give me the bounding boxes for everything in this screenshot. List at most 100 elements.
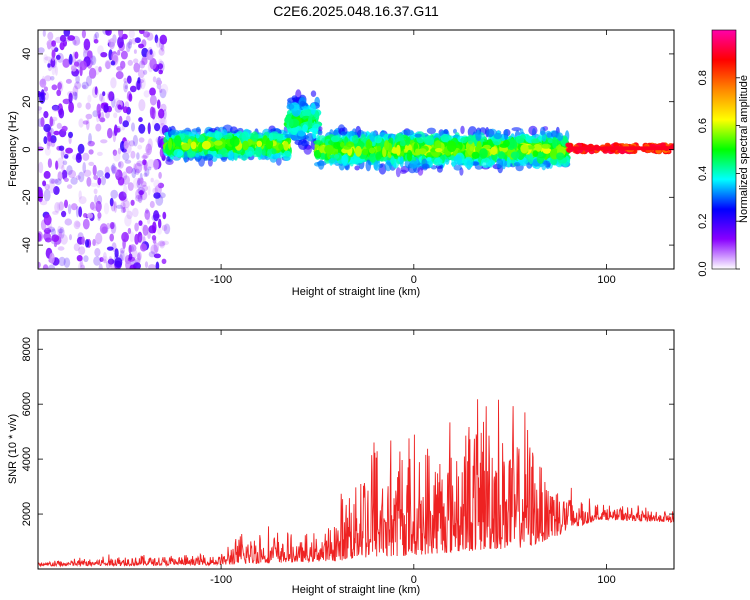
spectrogram-cell — [132, 207, 139, 218]
spectrogram-cell — [324, 144, 334, 154]
spectrogram-cell — [341, 154, 349, 166]
spectrogram-cell — [307, 116, 313, 128]
spectrogram-cell — [551, 130, 559, 139]
spectrogram-cell — [120, 201, 126, 210]
spectrogram-cell — [87, 212, 93, 219]
spectrogram-cell — [147, 47, 153, 56]
spectrogram-cell — [141, 155, 148, 160]
spectrogram-cell — [38, 161, 44, 174]
spectrogram-cell — [153, 253, 161, 259]
spectrogram-cell — [72, 91, 78, 100]
spectrogram-cell — [151, 107, 156, 120]
spectrogram-cell — [43, 123, 51, 133]
spectrogram-cell — [241, 131, 249, 142]
spectrogram-cell — [68, 135, 72, 145]
spectrogram-cell — [73, 243, 80, 252]
spectrogram-cell — [138, 123, 146, 134]
spectrogram-cell — [75, 153, 82, 163]
spectrogram-cell — [110, 189, 118, 199]
spectrogram-cell — [54, 178, 62, 185]
spectrogram-cell — [278, 143, 284, 150]
spectrogram-cell — [98, 103, 105, 111]
spectrogram-cell — [99, 93, 103, 102]
spectrogram-cell — [83, 255, 89, 263]
spectrogram-cell — [128, 30, 135, 39]
spectrogram-cell — [68, 131, 73, 139]
spectrogram-cell — [94, 247, 101, 257]
spectrogram-cell — [126, 75, 132, 84]
spectrogram-cell — [113, 150, 121, 162]
spectrogram-cell — [43, 170, 51, 179]
spectrogram-cell — [111, 163, 116, 175]
spectrogram-cell — [77, 143, 85, 154]
spectrogram-cell — [118, 161, 122, 168]
spectrogram-cell — [104, 172, 111, 179]
spectrogram-cell — [158, 218, 162, 229]
spectrogram-cell — [318, 126, 323, 132]
spectrogram-cell — [375, 151, 382, 160]
colorbar-scale — [711, 29, 737, 270]
spectrogram-cell — [533, 143, 542, 152]
spectrogram-cell — [541, 134, 547, 142]
spectrogram-cell — [161, 224, 168, 231]
spectrogram-cell — [63, 177, 69, 182]
spectrogram-y-ticks: -40 -20 0 20 40 — [21, 48, 674, 253]
spectrogram-cell — [50, 135, 57, 144]
spectrogram-cell — [58, 201, 64, 211]
spectrogram-cell — [120, 207, 126, 214]
spectrogram-cell — [51, 84, 58, 91]
spectrogram-cell — [85, 102, 91, 110]
spectrogram-cell — [330, 135, 340, 143]
spectrogram-cell — [86, 176, 92, 187]
spectrogram-cell — [565, 142, 572, 148]
spectrogram-cell — [88, 133, 92, 145]
spectrogram-cell — [104, 59, 112, 70]
spectrogram-cell — [133, 49, 137, 54]
spectrogram-cell — [511, 127, 522, 132]
spectrogram-cell — [223, 134, 233, 140]
snr-y-ticks: 2000 4000 6000 8000 — [21, 337, 674, 526]
spectrogram-cell — [139, 60, 146, 69]
spectrogram-cell — [121, 33, 128, 40]
spectrogram-cell — [460, 137, 468, 144]
spectrogram-cell — [100, 52, 108, 58]
spectrogram-cell — [328, 157, 338, 165]
y-tick-label: 8000 — [21, 337, 33, 361]
spectrogram-cell — [58, 145, 65, 151]
spectrogram-cell — [87, 140, 95, 147]
spectrogram-cell — [333, 141, 342, 150]
spectrogram-cell — [142, 31, 151, 38]
spectrogram-cell — [122, 152, 130, 161]
y-tick-label: 2000 — [21, 502, 33, 526]
spectrogram-cell — [149, 94, 157, 106]
spectrogram-cell — [56, 201, 64, 211]
spectrogram-cell — [97, 151, 103, 156]
spectrogram-cell — [299, 100, 306, 107]
spectrogram-cell — [107, 39, 111, 47]
spectrogram-cell — [320, 152, 326, 160]
spectrogram-cell — [128, 140, 136, 147]
spectrogram-cell — [139, 177, 144, 184]
spectrogram-cell — [117, 147, 122, 155]
spectrogram-cell — [149, 200, 155, 209]
spectrogram-cell — [161, 258, 167, 264]
spectrogram-cell — [39, 200, 48, 206]
spectrogram-cell — [464, 156, 474, 169]
spectrogram-cell — [61, 164, 65, 173]
spectrogram-cell — [44, 56, 52, 61]
spectrogram-cell — [115, 71, 124, 80]
spectrogram-cell — [47, 31, 54, 41]
snr-background — [38, 330, 674, 569]
spectrogram-cell — [76, 255, 83, 262]
spectrogram-cell — [137, 193, 143, 204]
spectrogram-cell — [92, 110, 99, 118]
spectrogram-cell — [126, 210, 133, 220]
spectrogram-cell — [515, 136, 525, 144]
spectrogram-cell — [51, 234, 60, 242]
spectrogram-cell — [520, 144, 529, 154]
spectrogram-x-ticks: -100 0 100 — [210, 30, 616, 286]
spectrogram-cell — [155, 37, 161, 48]
spectrogram-cell — [143, 69, 148, 75]
spectrogram-cell — [161, 155, 167, 162]
spectrogram-cell — [86, 75, 92, 87]
